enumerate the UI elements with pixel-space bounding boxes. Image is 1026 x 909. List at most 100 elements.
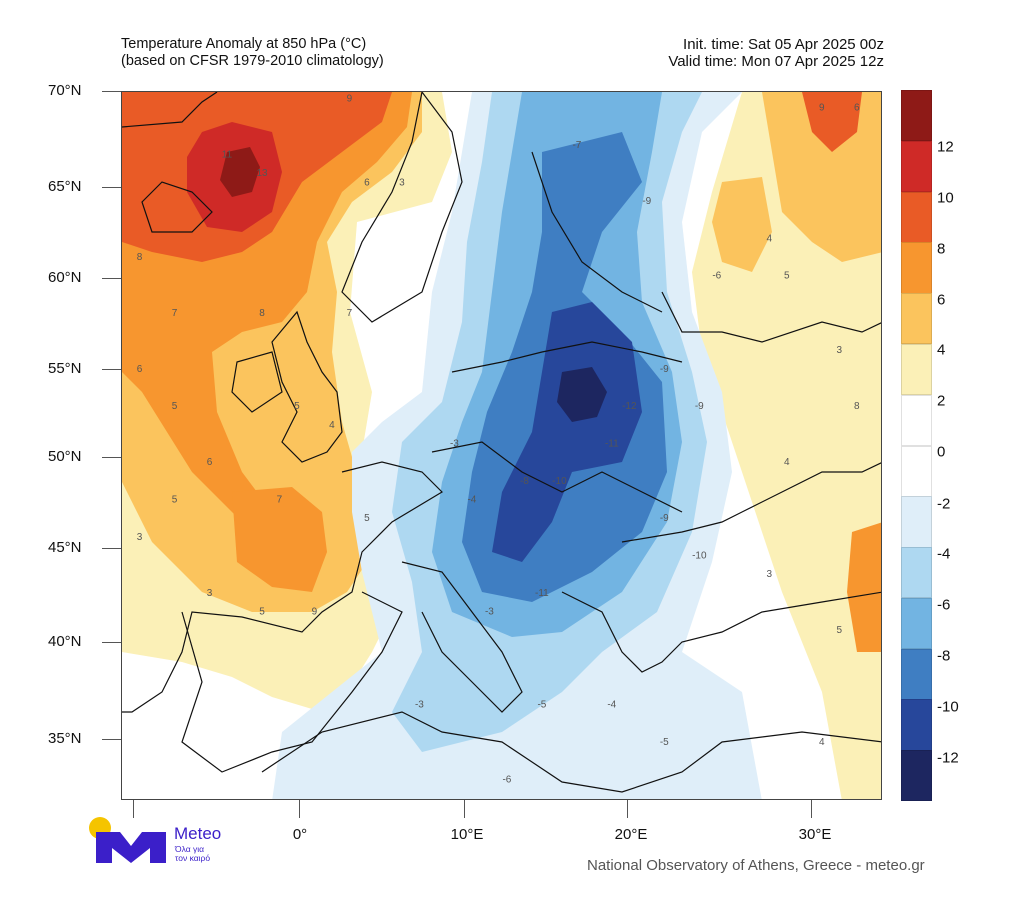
anomaly-value-label: -10 <box>552 476 567 487</box>
anomaly-map[interactable]: 13 11 9 6 3 8 7 8 7 6 5 5 4 6 5 7 5 3 3 5 9 -3 -4 -8 -10 -12 -11 -9… <box>121 91 882 800</box>
anomaly-value-label: -5 <box>660 737 669 748</box>
contour-warm-6-8-france <box>232 487 327 592</box>
lat-label: 40°N <box>48 633 82 650</box>
contour-warm-12-plus <box>220 147 260 197</box>
anomaly-value-label: 3 <box>137 532 143 543</box>
coastlines <box>122 92 881 793</box>
anomaly-value-label: -11 <box>535 588 549 599</box>
contour-cold-12-plus <box>557 367 607 422</box>
lon-label: 10°E <box>450 826 484 843</box>
anomaly-value-label: 4 <box>784 457 790 468</box>
colorbar-segment <box>901 648 932 700</box>
anomaly-value-label: -4 <box>467 495 476 506</box>
anomaly-value-label: 9 <box>347 93 353 104</box>
anomaly-value-label: -11 <box>605 439 619 450</box>
lat-tick <box>102 739 121 740</box>
forecast-times: Init. time: Sat 05 Apr 2025 00z Valid ti… <box>668 36 884 70</box>
map-title: Temperature Anomaly at 850 hPa (°C) (bas… <box>121 36 384 70</box>
lon-tick <box>811 800 812 818</box>
anomaly-value-label: 6 <box>137 364 143 375</box>
anomaly-value-label: -6 <box>712 271 721 282</box>
anomaly-value-label: 5 <box>364 513 370 524</box>
title-line-2: (based on CFSR 1979-2010 climatology) <box>121 53 384 69</box>
anomaly-value-label: 11 <box>222 149 233 160</box>
anomaly-value-label: 3 <box>207 588 213 599</box>
anomaly-value-label: 3 <box>837 345 843 356</box>
colorbar-label: -10 <box>937 698 959 716</box>
anomaly-value-label: -4 <box>607 700 616 711</box>
anomaly-value-label: 5 <box>259 606 265 617</box>
colorbar-label: 8 <box>937 240 946 258</box>
lat-tick <box>102 278 121 279</box>
anomaly-value-label: 5 <box>784 271 790 282</box>
anomaly-value-label: 5 <box>172 495 178 506</box>
logo-tagline: Όλα για τον καιρό <box>175 845 210 863</box>
lon-label: 20°E <box>614 826 648 843</box>
contour-east-4-6b <box>712 177 772 272</box>
anomaly-value-label: 3 <box>399 177 405 188</box>
anomaly-value-label: -9 <box>695 401 704 412</box>
anomaly-value-label: 7 <box>172 308 178 319</box>
anomaly-value-label: -9 <box>642 196 651 207</box>
lat-label: 45°N <box>48 539 82 556</box>
lon-tick <box>464 800 465 818</box>
lat-tick <box>102 548 121 549</box>
colorbar-label: -6 <box>937 596 951 614</box>
anomaly-value-label: 6 <box>364 177 370 188</box>
lat-tick <box>102 369 121 370</box>
lat-label: 70°N <box>48 82 82 99</box>
anomaly-value-label: -6 <box>502 774 511 785</box>
colorbar-segment <box>901 750 932 802</box>
colorbar-label: 6 <box>937 291 946 309</box>
lon-label: 0° <box>292 826 308 843</box>
contour-east-2-4 <box>692 92 881 799</box>
anomaly-value-label: 5 <box>294 401 300 412</box>
meteo-logo[interactable] <box>88 816 248 866</box>
anomaly-value-label: 8 <box>259 308 265 319</box>
colorbar-label: -4 <box>937 545 951 563</box>
colorbar-label: 10 <box>937 189 954 207</box>
colorbar-segment <box>901 394 932 446</box>
lat-tick <box>102 642 121 643</box>
anomaly-value-label: 6 <box>854 103 860 114</box>
anomaly-value-label: -8 <box>520 476 529 487</box>
colorbar-segment <box>901 445 932 497</box>
colorbar-segment <box>901 191 932 243</box>
anomaly-value-label: 6 <box>207 457 213 468</box>
value-labels: 13 11 9 6 3 8 7 8 7 6 5 5 4 6 5 7 5 3 3 5 9 -3 -4 -8 -10 -12 -11 -9… <box>137 93 860 785</box>
colorbar-label: -8 <box>937 647 951 665</box>
anomaly-value-label: 13 <box>256 168 268 179</box>
anomaly-value-label: 5 <box>172 401 178 412</box>
anomaly-value-label: 9 <box>819 103 825 114</box>
anomaly-field: 13 11 9 6 3 8 7 8 7 6 5 5 4 6 5 7 5 3 3 5 9 -3 -4 -8 -10 -12 -11 -9… <box>122 92 881 799</box>
colorbar-label: -2 <box>937 495 951 513</box>
colorbar-segment <box>901 496 932 548</box>
lat-tick <box>102 457 121 458</box>
init-time: Init. time: Sat 05 Apr 2025 00z <box>683 36 884 53</box>
lat-tick <box>102 91 121 92</box>
anomaly-value-label: -12 <box>622 401 637 412</box>
anomaly-value-label: 4 <box>329 420 335 431</box>
anomaly-value-label: -9 <box>660 513 669 524</box>
colorbar-segment <box>901 597 932 650</box>
anomaly-value-label: -3 <box>450 439 459 450</box>
meteo-logo-mark <box>89 817 166 863</box>
colorbar-segment <box>901 242 932 294</box>
colorbar-label: 4 <box>937 341 946 359</box>
lon-label: 30°E <box>798 826 832 843</box>
anomaly-value-label: 3 <box>767 569 773 580</box>
title-line-1: Temperature Anomaly at 850 hPa (°C) <box>121 36 367 52</box>
m-icon <box>96 832 166 863</box>
lon-tick <box>133 800 134 818</box>
lat-label: 50°N <box>48 448 82 465</box>
colorbar-label: -12 <box>937 749 959 767</box>
colorbar-segment <box>901 293 932 345</box>
lat-tick <box>102 187 121 188</box>
logo-tagline-1: Όλα για <box>175 844 205 854</box>
colorbar-label: 0 <box>937 443 946 461</box>
lat-label: 65°N <box>48 178 82 195</box>
contour-east-6-8 <box>802 92 862 152</box>
anomaly-value-label: 8 <box>137 252 143 263</box>
anomaly-value-label: 7 <box>347 308 353 319</box>
anomaly-value-label: 7 <box>277 495 283 506</box>
